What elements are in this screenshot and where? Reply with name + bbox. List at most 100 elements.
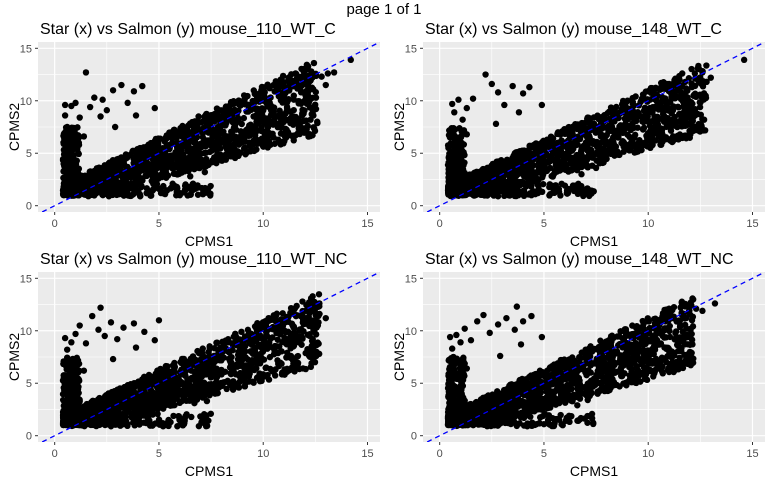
data-point <box>216 140 223 147</box>
data-point <box>59 155 67 163</box>
data-point <box>459 149 466 156</box>
data-point <box>597 133 605 140</box>
data-point <box>681 89 689 97</box>
data-point <box>488 80 496 88</box>
data-point <box>622 110 630 117</box>
data-point <box>304 331 312 339</box>
data-point <box>61 112 69 119</box>
data-point <box>700 93 707 101</box>
data-point <box>640 124 648 131</box>
data-point <box>509 82 516 90</box>
data-point <box>674 93 681 101</box>
chart-title: Star (x) vs Salmon (y) mouse_148_WT_C <box>425 21 722 38</box>
data-point <box>322 81 329 89</box>
data-point <box>177 149 184 157</box>
x-tick-label: 5 <box>541 218 547 230</box>
data-point <box>174 131 182 139</box>
data-point <box>662 97 670 104</box>
data-point <box>309 322 316 329</box>
data-point <box>470 189 477 196</box>
data-point <box>309 350 316 358</box>
data-point <box>638 95 646 102</box>
data-point <box>170 183 178 191</box>
data-point <box>221 368 229 375</box>
data-point <box>507 189 514 197</box>
data-point <box>240 92 248 99</box>
data-point <box>689 124 696 131</box>
data-point <box>615 133 622 141</box>
data-point <box>526 83 533 91</box>
data-point <box>481 183 488 190</box>
data-point <box>697 121 705 129</box>
data-point <box>254 140 261 147</box>
data-point <box>623 144 630 152</box>
data-point <box>164 159 171 167</box>
data-point <box>93 189 100 197</box>
data-point <box>516 148 524 155</box>
data-point <box>63 123 71 131</box>
data-point <box>123 154 131 161</box>
data-point <box>246 131 254 138</box>
data-point <box>593 138 601 146</box>
data-point <box>446 186 454 194</box>
data-point <box>136 193 144 200</box>
data-point <box>586 120 593 127</box>
data-point <box>182 132 189 139</box>
data-point <box>138 182 145 190</box>
data-point <box>463 131 470 138</box>
x-tick-label: 10 <box>257 218 269 230</box>
data-point <box>69 162 76 170</box>
data-point <box>271 88 278 95</box>
data-point <box>181 165 188 172</box>
data-point <box>301 127 308 134</box>
data-point <box>205 112 212 119</box>
data-point <box>135 187 142 195</box>
data-point <box>506 157 513 164</box>
data-point <box>291 330 299 338</box>
data-point <box>497 175 504 183</box>
data-point <box>204 387 211 395</box>
data-point <box>674 87 681 94</box>
data-point <box>607 122 614 129</box>
data-point <box>75 141 83 149</box>
data-point <box>181 126 188 133</box>
data-point <box>214 146 221 153</box>
data-point <box>61 168 68 175</box>
data-point <box>176 164 183 171</box>
data-point <box>692 90 699 97</box>
data-point <box>206 343 213 350</box>
data-point <box>597 157 604 164</box>
data-point <box>740 56 748 64</box>
data-point <box>526 171 534 178</box>
data-point <box>93 165 100 172</box>
x-axis-label: CPMS1 <box>185 233 233 249</box>
data-point <box>511 176 519 184</box>
data-point <box>297 89 305 96</box>
data-point <box>519 90 527 97</box>
data-point <box>624 131 631 138</box>
data-point <box>691 70 699 77</box>
data-point <box>61 101 69 109</box>
data-point <box>469 95 477 102</box>
data-point <box>549 173 556 180</box>
data-point <box>296 327 304 334</box>
data-point <box>669 138 676 146</box>
data-point <box>324 70 332 77</box>
data-point <box>112 184 120 191</box>
data-point <box>578 144 586 152</box>
data-point <box>71 137 78 145</box>
data-point <box>224 147 232 155</box>
data-point <box>132 112 140 119</box>
data-point <box>187 158 194 166</box>
data-point <box>653 91 660 98</box>
data-point <box>305 132 313 139</box>
data-point <box>161 154 168 161</box>
data-point <box>588 190 595 197</box>
data-point <box>452 139 460 147</box>
data-point <box>202 189 210 196</box>
data-point <box>589 154 596 161</box>
data-point <box>547 139 555 147</box>
data-point <box>629 98 637 106</box>
data-point <box>215 152 222 159</box>
